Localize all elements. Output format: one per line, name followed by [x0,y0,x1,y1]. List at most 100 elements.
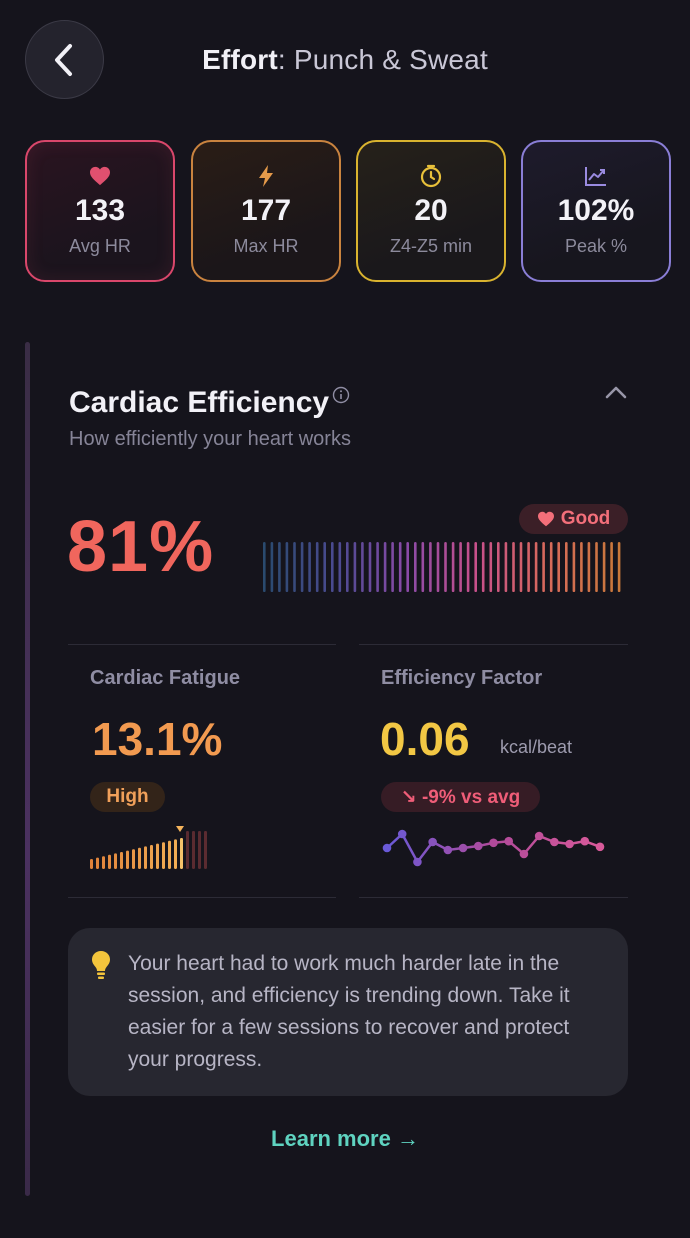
section-rail [25,342,30,1196]
stat-value: 102% [557,194,635,227]
fatigue-bar [144,846,147,869]
gradient-bar [497,542,500,592]
heart-icon [90,166,110,186]
divider [68,644,336,645]
fatigue-bar [120,852,123,869]
gradient-bar [315,542,319,592]
gradient-bar [466,542,470,592]
gradient-bar [474,542,477,592]
fatigue-bar [126,850,129,869]
gradient-bar [346,542,349,592]
gradient-bar [557,542,560,592]
trend-point [595,842,605,852]
gradient-bar [580,542,583,592]
fatigue-bar [192,831,195,869]
fatigue-bar [156,843,159,869]
fatigue-label: Cardiac Fatigue [90,667,241,689]
divider [359,897,628,898]
fatigue-bar [102,856,105,869]
efficiency-change-badge: ↘ -9% vs avg [381,782,540,812]
trend-point [504,836,514,846]
stat-max-hr[interactable]: 177 Max HR [191,140,341,282]
gradient-bar [323,542,326,592]
efficiency-factor-unit: kcal/beat [500,737,573,757]
gradient-bar [376,542,379,592]
gradient-bar [398,542,402,592]
gradient-bar [300,542,304,592]
gradient-bar [565,542,568,592]
trend-point [565,839,574,849]
gradient-bar [451,542,455,592]
trend-point [397,829,407,839]
trend-point [458,843,468,853]
page-title: Effort: Punch & Sweat [0,44,690,76]
gradient-bar [414,542,417,592]
efficiency-factor-value: 0.06 [380,713,470,765]
gradient-bar [308,542,311,592]
trend-point [382,843,392,853]
trend-point [489,838,498,848]
gradient-bar [610,542,613,592]
stat-avg-hr[interactable]: 133 Avg HR [25,140,175,282]
fatigue-bar [186,831,189,869]
gradient-bar [617,542,621,592]
gradient-bar [527,542,530,592]
fatigue-bar [132,849,135,869]
gradient-bar [519,542,523,592]
fatigue-bar [180,838,183,869]
fatigue-bar [108,854,111,869]
stat-value: 177 [240,194,292,227]
gradient-bar [278,542,281,592]
gradient-bar [602,542,606,592]
trend-point [580,836,590,846]
gradient-bar [429,542,432,592]
card-title: Cardiac Efficiency [69,386,330,419]
fatigue-badge: High [90,782,165,812]
stat-z4-z5[interactable]: 20 Z4-Z5 min [356,140,506,282]
status-badge: Good [519,504,628,534]
gradient-bar [361,542,364,592]
fatigue-bar [204,831,207,869]
gradient-bar [406,542,409,592]
gradient-bar [587,542,591,592]
gradient-bar [270,542,274,592]
stat-label: Z4-Z5 min [389,236,472,256]
gradient-bar [444,542,447,592]
back-button[interactable] [25,20,104,99]
timer-icon [420,164,442,188]
stat-label: Avg HR [69,236,131,256]
gradient-bar [263,542,266,592]
gradient-bar [489,542,493,592]
divider [68,897,336,898]
stat-peak[interactable]: 102% Peak % [521,140,671,282]
gradient-bar [542,542,545,592]
trend-point [534,831,544,841]
efficiency-factor-label: Efficiency Factor [381,667,543,689]
gradient-bar [534,542,538,592]
fatigue-bar [198,831,201,869]
stat-value: 20 [414,194,448,227]
fatigue-bar [96,857,99,869]
gradient-bar [572,542,576,592]
chevron-up-icon[interactable] [604,384,628,400]
fatigue-bar [138,847,141,869]
gradient-bar [285,542,289,592]
info-icon[interactable] [332,386,350,404]
gradient-bar [421,542,425,592]
learn-more-link[interactable]: Learn more → [271,1126,419,1151]
fatigue-bar [162,842,165,869]
lightbulb-icon [92,951,110,979]
gradient-bar [368,542,372,592]
fatigue-bar [150,845,153,869]
efficiency-trend-sparkline [382,829,605,867]
gradient-bar [338,542,342,592]
stat-label: Max HR [233,236,299,256]
gradient-bar [331,542,334,592]
gradient-bar [353,542,357,592]
fatigue-bar [90,859,93,869]
fatigue-value: 13.1% [92,713,223,765]
trend-point [473,841,483,851]
page-title-prefix: Effort [202,44,278,75]
gradient-bar [504,542,508,592]
gradient-bar [512,542,515,592]
